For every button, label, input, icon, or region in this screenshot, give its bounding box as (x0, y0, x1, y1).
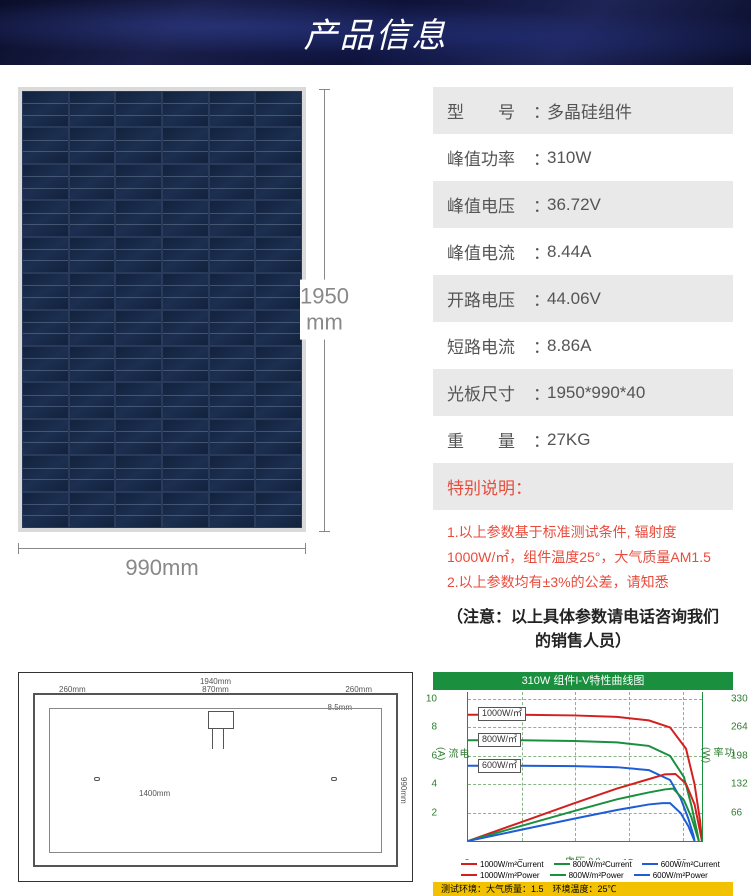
td-side-h: 990mm (399, 777, 408, 804)
spec-label: 光板尺寸 (447, 380, 533, 405)
bottom-row: 1940mm 260mm 870mm 260mm 8.5mm 1400mm 99… (0, 672, 751, 896)
legend-item: 1000W/m²Current (461, 860, 544, 869)
legend-item: 600W/m²Current (642, 860, 720, 869)
irradiance-label: 600W/㎡ (478, 759, 521, 773)
spec-value: 36.72V (547, 195, 719, 215)
spec-row: 光板尺寸：1950*990*40 (433, 369, 733, 416)
spec-value: 44.06V (547, 289, 719, 309)
panel-figure: 1950 mm 990mm (18, 87, 413, 662)
chart-footer: 测试环境：大气质量：1.5 环境温度：25℃ (433, 882, 733, 896)
legend-item: 1000W/m²Power (461, 871, 540, 880)
spec-label: 峰值电压 (447, 192, 533, 217)
spec-row: 峰值电流：8.44A (433, 228, 733, 275)
spec-label: 峰值功率 (447, 145, 533, 170)
attention-note: （注意：以上具体参数请电话咨询我们的销售人员） (433, 600, 733, 662)
dim-width: 990mm (18, 548, 306, 581)
irradiance-label: 800W/㎡ (478, 733, 521, 747)
spec-notes: 1.以上参数基于标准测试条件, 辐射度1000W/㎡，组件温度25°，大气质量A… (433, 510, 733, 600)
spec-label: 重 量 (447, 427, 533, 452)
spec-label: 短路电流 (447, 333, 533, 358)
spec-table: 型 号：多晶硅组件峰值功率：310W峰值电压：36.72V峰值电流：8.44A开… (433, 87, 733, 510)
spec-row: 型 号：多晶硅组件 (433, 87, 733, 134)
spec-row: 峰值功率：310W (433, 134, 733, 181)
page-title: 产品信息 (304, 8, 448, 57)
spec-row: 短路电流：8.86A (433, 322, 733, 369)
note-line-2: 2.以上参数均有±3%的公差，请知悉 (447, 570, 719, 595)
header-banner: 产品信息 (0, 0, 751, 65)
special-label: 特别说明： (447, 474, 532, 499)
spec-panel: 型 号：多晶硅组件峰值功率：310W峰值电压：36.72V峰值电流：8.44A开… (433, 87, 733, 662)
legend-item: 800W/m²Current (554, 860, 632, 869)
spec-value: 8.86A (547, 336, 719, 356)
ytick-left: 4 (431, 779, 437, 790)
spec-row: 峰值电压：36.72V (433, 181, 733, 228)
legend-item: 800W/m²Power (550, 871, 624, 880)
special-note-row: 特别说明： (433, 463, 733, 510)
technical-drawing: 1940mm 260mm 870mm 260mm 8.5mm 1400mm 99… (18, 672, 413, 882)
solar-panel-image (18, 87, 306, 532)
dim-height-value: 1950 (300, 283, 349, 308)
chart-legend: 1000W/m²Current 800W/m²Current 600W/m²Curr… (461, 860, 727, 880)
chart-title: 310W 组件I-V特性曲线图 (433, 672, 733, 690)
legend-item: 600W/m²Power (634, 871, 708, 880)
ytick-right: 132 (731, 779, 748, 790)
ytick-right: 66 (731, 807, 742, 818)
spec-row: 开路电压：44.06V (433, 275, 733, 322)
spec-label: 峰值电流 (447, 239, 533, 264)
dim-height-unit: mm (306, 310, 343, 335)
spec-value: 1950*990*40 (547, 383, 719, 403)
iv-chart: 310W 组件I-V特性曲线图 1000W/㎡800W/㎡600W/㎡ 2468… (433, 672, 733, 882)
mount-hole-icon (331, 777, 337, 781)
ytick-left: 2 (431, 807, 437, 818)
spec-value: 310W (547, 148, 719, 168)
jbox-icon (208, 711, 234, 729)
dim-width-value: 990mm (125, 555, 198, 581)
y-right-label: 功率(W) (700, 747, 733, 763)
dim-height: 1950 mm (324, 87, 325, 532)
mount-hole-icon (94, 777, 100, 781)
spec-row: 重 量：27KG (433, 416, 733, 463)
ytick-right: 198 (731, 750, 748, 761)
ytick-left: 8 (431, 722, 437, 733)
irradiance-label: 1000W/㎡ (478, 707, 526, 721)
spec-value: 8.44A (547, 242, 719, 262)
spec-value: 多晶硅组件 (547, 98, 719, 123)
spec-label: 开路电压 (447, 286, 533, 311)
ytick-right: 330 (731, 693, 748, 704)
spec-label: 型 号 (447, 98, 533, 123)
y-left-label: 电流(A) (435, 747, 468, 760)
ytick-right: 264 (731, 722, 748, 733)
main-content: 1950 mm 990mm 型 号：多晶硅组件峰值功率：310W峰值电压：36.… (0, 65, 751, 672)
spec-value: 27KG (547, 430, 719, 450)
note-line-1: 1.以上参数基于标准测试条件, 辐射度1000W/㎡，组件温度25°，大气质量A… (447, 520, 719, 570)
ytick-left: 10 (426, 693, 437, 704)
